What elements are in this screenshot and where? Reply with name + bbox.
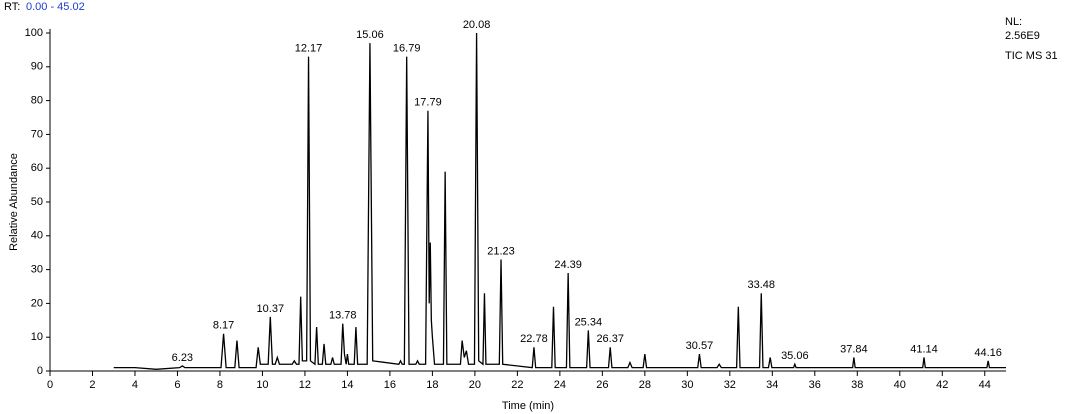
peak-label: 26.37 [596, 333, 624, 345]
x-tick-label: 30 [681, 379, 693, 391]
peak-label: 37.84 [840, 343, 868, 355]
y-tick-label: 60 [31, 162, 43, 174]
peak-label: 30.57 [686, 340, 714, 352]
x-tick-label: 12 [299, 379, 311, 391]
x-tick-label: 24 [554, 379, 566, 391]
peak-label: 10.37 [257, 303, 285, 315]
peak-label: 6.23 [172, 352, 193, 364]
y-tick-label: 40 [31, 230, 43, 242]
x-tick-label: 36 [809, 379, 821, 391]
x-tick-label: 20 [469, 379, 481, 391]
peak-label: 25.34 [575, 316, 603, 328]
x-tick-label: 34 [766, 379, 778, 391]
peak-label: 33.48 [747, 279, 775, 291]
x-tick-label: 44 [979, 379, 991, 391]
peak-label: 20.08 [463, 19, 491, 31]
x-tick-label: 38 [851, 379, 863, 391]
y-tick-label: 50 [31, 196, 43, 208]
x-tick-label: 0 [47, 379, 53, 391]
peak-label: 12.17 [295, 43, 323, 55]
x-tick-label: 18 [426, 379, 438, 391]
scan-filter: TIC MS 31 [1005, 50, 1058, 62]
peak-label: 24.39 [554, 259, 582, 271]
peak-label: 15.06 [356, 29, 384, 41]
x-tick-label: 42 [936, 379, 948, 391]
y-tick-label: 90 [31, 61, 43, 73]
peak-label: 35.06 [781, 350, 809, 362]
nl-label: NL: [1005, 16, 1022, 28]
x-tick-label: 32 [724, 379, 736, 391]
peak-label: 8.17 [213, 320, 234, 332]
x-tick-label: 10 [256, 379, 268, 391]
y-tick-label: 70 [31, 128, 43, 140]
x-axis-label: Time (min) [502, 400, 554, 412]
x-tick-label: 16 [384, 379, 396, 391]
peak-label: 22.78 [520, 333, 548, 345]
y-tick-label: 80 [31, 95, 43, 107]
y-tick-label: 0 [37, 365, 43, 377]
peak-label: 41.14 [910, 343, 938, 355]
y-tick-label: 30 [31, 264, 43, 276]
peak-label: 44.16 [974, 347, 1002, 359]
peak-label: 13.78 [329, 310, 357, 322]
x-tick-label: 2 [89, 379, 95, 391]
y-tick-label: 100 [25, 27, 43, 39]
peak-label: 16.79 [393, 43, 421, 55]
nl-value: 2.56E9 [1005, 30, 1040, 42]
x-tick-label: 28 [639, 379, 651, 391]
y-tick-label: 10 [31, 331, 43, 343]
x-tick-label: 40 [894, 379, 906, 391]
x-tick-label: 4 [132, 379, 138, 391]
rt-prefix: RT: [4, 1, 20, 13]
x-tick-label: 14 [341, 379, 353, 391]
rt-range: 0.00 - 45.02 [26, 1, 85, 13]
y-axis-label: Relative Abundance [8, 153, 20, 251]
chromatogram-trace [113, 32, 1006, 370]
x-tick-label: 22 [511, 379, 523, 391]
x-tick-label: 6 [174, 379, 180, 391]
y-tick-label: 20 [31, 297, 43, 309]
peak-label: 21.23 [487, 245, 515, 257]
x-tick-label: 26 [596, 379, 608, 391]
peak-label: 17.79 [414, 97, 442, 109]
x-tick-label: 8 [217, 379, 223, 391]
